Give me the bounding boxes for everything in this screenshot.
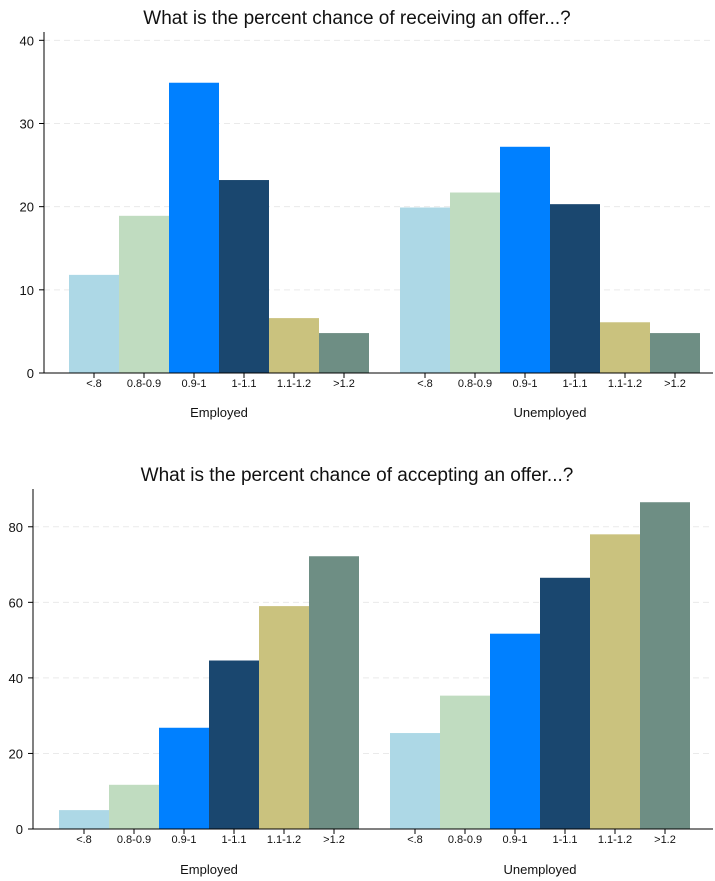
bar	[259, 606, 309, 829]
x-tick-label: 1.1-1.2	[608, 378, 642, 390]
bar	[219, 180, 269, 373]
x-tick-label: 0.9-1	[502, 834, 527, 846]
x-tick-label: 0.9-1	[171, 834, 196, 846]
x-tick-label: 0.8-0.9	[448, 834, 482, 846]
bar	[309, 556, 359, 829]
x-tick-label: >1.2	[654, 834, 676, 846]
bar	[490, 633, 540, 829]
y-tick-label: 30	[20, 116, 34, 131]
bar	[650, 333, 700, 373]
bar	[119, 215, 169, 373]
x-tick-label: 0.9-1	[181, 378, 206, 390]
x-tick-label: 0.8-0.9	[458, 378, 492, 390]
x-tick-label: 0.9-1	[512, 378, 537, 390]
x-tick-label: >1.2	[333, 378, 355, 390]
x-tick-label: 1.1-1.2	[267, 834, 301, 846]
x-tick-label: 1.1-1.2	[598, 834, 632, 846]
bar	[209, 660, 259, 829]
y-tick-label: 40	[9, 671, 23, 686]
x-tick-label: 1-1.1	[231, 378, 256, 390]
y-tick-label: 20	[9, 746, 23, 761]
x-tick-label: 1-1.1	[562, 378, 587, 390]
bar	[69, 274, 119, 373]
bar	[59, 810, 109, 829]
x-tick-label: <.8	[76, 834, 92, 846]
x-tick-label: <.8	[86, 378, 102, 390]
x-tick-label: <.8	[417, 378, 433, 390]
bar	[640, 502, 690, 829]
y-tick-label: 0	[27, 366, 34, 381]
chart-panel-1: What is the percent chance of receiving …	[20, 8, 713, 420]
group-label: Employed	[180, 862, 238, 877]
bar	[159, 727, 209, 829]
group-label: Unemployed	[514, 405, 587, 420]
y-tick-label: 60	[9, 595, 23, 610]
x-tick-label: >1.2	[664, 378, 686, 390]
bar	[600, 322, 650, 373]
y-tick-label: 0	[16, 822, 23, 837]
bar	[169, 82, 219, 374]
y-tick-label: 40	[20, 33, 34, 48]
bar	[109, 784, 159, 829]
x-tick-label: <.8	[407, 834, 423, 846]
bar	[319, 333, 369, 373]
group-label: Unemployed	[504, 862, 577, 877]
y-tick-label: 10	[20, 283, 34, 298]
x-tick-label: 1-1.1	[221, 834, 246, 846]
bar	[540, 577, 590, 829]
bar	[400, 207, 450, 373]
x-tick-label: 1-1.1	[552, 834, 577, 846]
x-tick-label: >1.2	[323, 834, 345, 846]
group-label: Employed	[190, 405, 248, 420]
bar	[390, 733, 440, 829]
bar	[550, 204, 600, 373]
x-tick-label: 0.8-0.9	[117, 834, 151, 846]
x-tick-label: 1.1-1.2	[277, 378, 311, 390]
chart-panel-2: What is the percent chance of accepting …	[9, 465, 713, 877]
x-tick-label: 0.8-0.9	[127, 378, 161, 390]
bar	[500, 146, 550, 373]
bar	[590, 534, 640, 829]
chart-title: What is the percent chance of receiving …	[143, 8, 570, 29]
chart-title: What is the percent chance of accepting …	[141, 465, 574, 486]
bar	[450, 192, 500, 373]
y-tick-label: 20	[20, 200, 34, 215]
bar	[440, 695, 490, 829]
bar	[269, 318, 319, 373]
y-tick-label: 80	[9, 520, 23, 535]
